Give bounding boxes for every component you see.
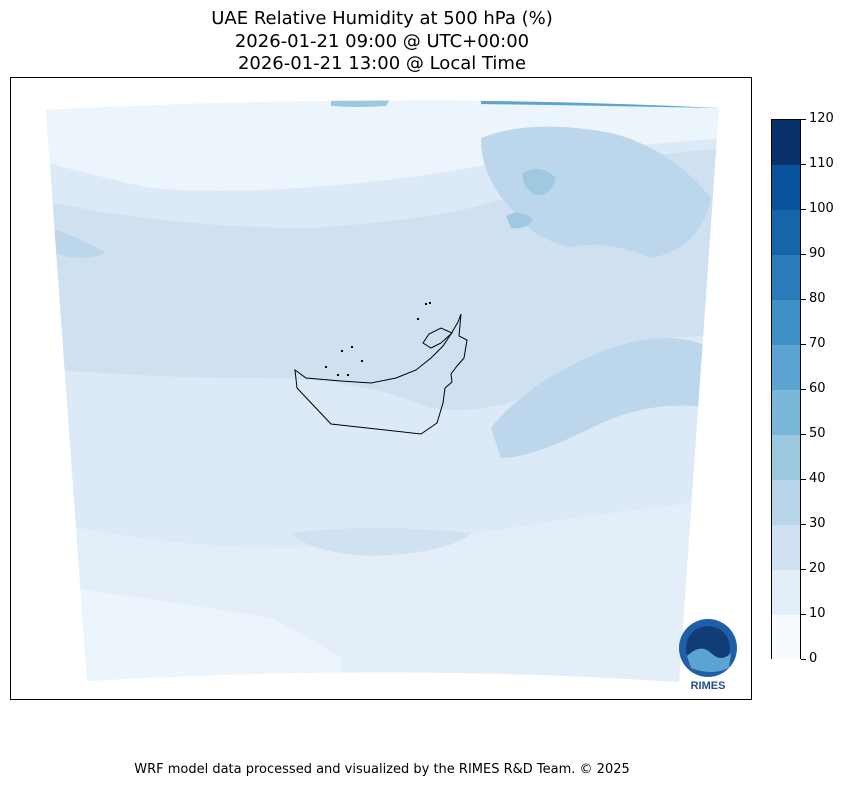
footer-credit: WRF model data processed and visualized … [134,762,630,777]
colorbar [771,119,801,660]
colorbar-tick-label: 120 [809,111,834,126]
colorbar-tick-label: 40 [809,471,826,486]
map-frame: RIMES [10,77,752,700]
colorbar-tick [801,613,806,615]
colorbar-tick-label: 30 [809,516,826,531]
humidity-region-south-mid [291,528,471,556]
colorbar-tick-label: 20 [809,561,826,576]
colorbar-tick-label: 100 [809,201,834,216]
humidity-region-ne-core [522,169,556,196]
map-canvas: RIMES [46,100,737,692]
colorbar-tick [801,118,806,120]
colorbar-tick [801,388,806,390]
colorbar-tick-label: 70 [809,336,826,351]
humidity-region-low-north [46,100,719,191]
local-time: 2026-01-21 13:00 @ Local Time [237,53,527,74]
colorbar-tick [801,163,806,165]
colorbar-segment [772,120,800,165]
map-title: UAE Relative Humidity at 500 hPa (%) [211,8,553,29]
humidity-region-west-patch [51,228,106,258]
humidity-region-east-band [491,338,711,458]
colorbar-tick [801,208,806,210]
humidity-region-ne-patch [481,126,711,258]
colorbar-tick-label: 0 [809,651,818,666]
colorbar-segment [772,615,800,660]
utc-time: 2026-01-21 09:00 @ UTC+00:00 [234,31,530,52]
colorbar-tick [801,568,806,570]
humidity-region-top-edge-2 [331,100,391,107]
colorbar-segment [772,435,800,480]
colorbar-tick-label: 110 [809,156,834,171]
colorbar-tick-label: 60 [809,381,826,396]
uae-islands [325,302,431,376]
colorbar-segment [772,570,800,615]
colorbar-tick-label: 80 [809,291,826,306]
colorbar-segment [772,345,800,390]
colorbar-tick-label: 10 [809,606,826,621]
humidity-region-south-pale [46,583,341,683]
colorbar-tick [801,343,806,345]
colorbar-tick [801,478,806,480]
colorbar-segment [772,255,800,300]
colorbar-tick [801,523,806,525]
humidity-region-ne-core-2 [506,212,533,229]
colorbar-segment [772,480,800,525]
rimes-logo-text: RIMES [691,680,726,692]
colorbar-segment [772,165,800,210]
colorbar-segment [772,210,800,255]
colorbar-tick-label: 50 [809,426,826,441]
colorbar-segment [772,525,800,570]
uae-boundary [294,313,468,435]
colorbar-tick [801,658,806,660]
rimes-logo: RIMES [679,619,737,692]
colorbar-tick-label: 90 [809,246,826,261]
colorbar-tick [801,433,806,435]
colorbar-tick [801,298,806,300]
colorbar-segment [772,300,800,345]
colorbar-segment [772,390,800,435]
colorbar-tick [801,253,806,255]
